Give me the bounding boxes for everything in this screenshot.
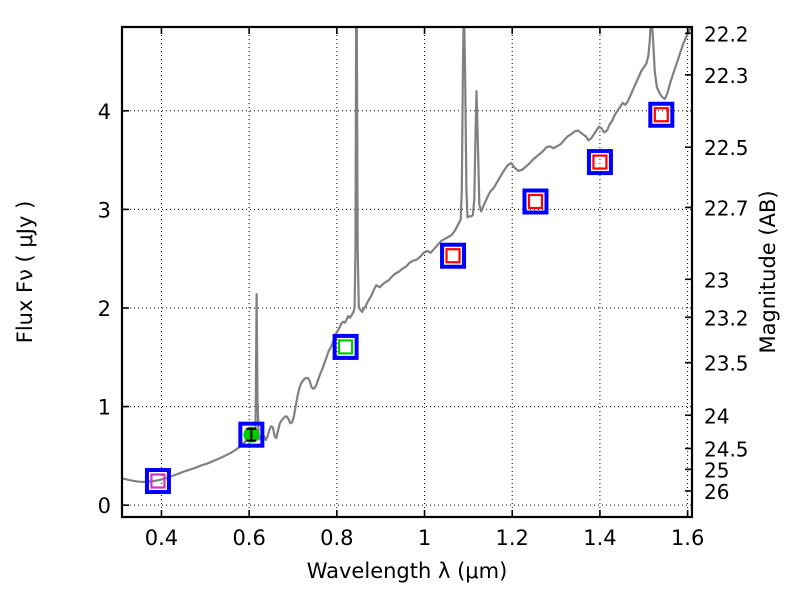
ytick-label-2: 2 [98,297,111,321]
marker-inner-square [150,473,166,489]
photometry-point-4 [440,242,467,269]
marker-inner-square [527,193,544,210]
ytick-label-0: 0 [98,494,111,518]
marker-inner-square [338,339,354,355]
photometry-point-2 [238,421,265,448]
axis-tick-labels: 0.4 0.6 0.8 1 1.2 1.4 1.60123422.222.322.522.7… [98,22,749,550]
ytick-right-label-6: 23.5 [704,352,749,376]
photometry-points [144,101,675,495]
x-axis-label: Wavelength λ (μm) [307,559,508,583]
plot-frame-box [120,25,694,519]
xtick-label-5: 1.4 [583,526,616,550]
ytick-right-label-1: 22.3 [704,64,749,88]
photometry-point-1 [144,468,171,495]
xtick-label-1: 0.6 [232,526,265,550]
photometry-point-6 [586,149,613,176]
ytick-right-label-8: 24.5 [704,437,749,461]
ytick-right-label-9: 25 [704,458,729,482]
xtick-label-3: 1 [418,526,431,550]
ytick-right-label-4: 23 [704,268,729,292]
marker-outer-square [522,188,549,215]
marker-inner-square [592,154,608,170]
xtick-label-2: 0.8 [320,526,353,550]
marker-inner-square [445,248,461,264]
marker-outer-square [238,421,265,448]
marker-outer-square [144,468,171,495]
photometry-point-3 [332,333,359,360]
xtick-label-0: 0.4 [145,526,178,550]
xtick-label-4: 1.2 [496,526,529,550]
marker-outer-square [586,149,613,176]
xtick-label-6: 1.6 [671,526,704,550]
ytick-right-label-2: 22.5 [704,136,749,160]
ytick-right-label-7: 24 [704,404,729,428]
marker-outer-square [332,333,359,360]
axis-ticks [122,27,692,517]
ytick-label-1: 1 [98,396,111,420]
marker-inner-square [653,107,669,123]
ytick-right-label-10: 26 [704,480,729,504]
ytick-right-label-0: 22.2 [704,22,749,46]
photometry-point-7 [648,101,675,128]
ytick-label-3: 3 [98,198,111,222]
ytick-right-label-3: 22.7 [704,196,749,220]
ytick-label-4: 4 [98,100,111,124]
marker-outer-square [648,101,675,128]
y-axis-label-right: Magnitude (AB) [756,190,780,353]
marker-outer-square [440,242,467,269]
y-axis-label-left: Flux Fν ( μJy ) [13,201,37,344]
photometry-point-5 [522,188,549,215]
ytick-right-label-5: 23.2 [704,306,749,330]
axes-frame [120,25,694,519]
